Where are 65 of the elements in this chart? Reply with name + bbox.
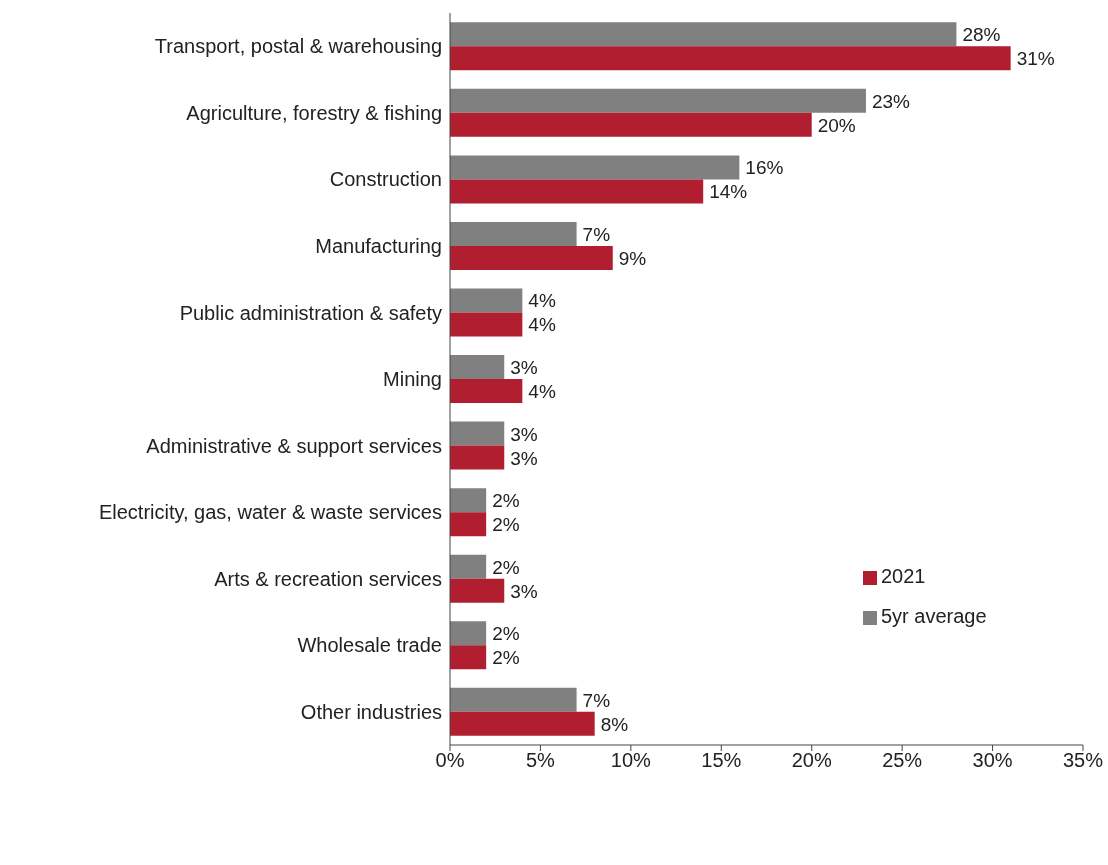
data-label: 16%: [745, 157, 784, 179]
x-tick-label: 15%: [701, 749, 742, 772]
data-label: 8%: [600, 713, 629, 735]
bar: [450, 179, 704, 204]
x-tick-label: 20%: [791, 749, 832, 772]
data-label: 14%: [709, 181, 748, 203]
data-label: 2%: [492, 556, 520, 578]
y-tick-label: Manufacturing: [315, 235, 442, 258]
bar: [450, 355, 505, 380]
bar: [450, 488, 487, 513]
legend-label: 5yr average: [881, 605, 987, 627]
y-tick-label: Other industries: [300, 700, 442, 723]
data-label: 28%: [962, 24, 1001, 46]
data-label: 2%: [492, 623, 520, 645]
x-tick-label: 30%: [972, 749, 1013, 772]
y-tick-label: Public administration & safety: [179, 301, 442, 324]
bar: [450, 88, 866, 113]
bar: [450, 112, 812, 137]
bar: [450, 421, 505, 446]
y-tick-label: Wholesale trade: [297, 634, 442, 657]
bar: [450, 379, 523, 404]
x-tick-label: 35%: [1062, 749, 1104, 772]
data-label: 4%: [528, 290, 556, 312]
bar: [450, 711, 595, 736]
x-tick-label: 0%: [435, 749, 465, 772]
data-label: 23%: [871, 90, 911, 112]
data-label: 3%: [510, 423, 538, 445]
bar: [450, 46, 1011, 71]
data-label: 4%: [528, 314, 556, 336]
bar: [450, 312, 523, 337]
bar: [450, 288, 523, 313]
data-label: 3%: [510, 447, 538, 469]
y-tick-label: Mining: [383, 368, 442, 391]
bar: [450, 245, 613, 270]
bar: [450, 621, 487, 646]
y-tick-label: Transport, postal & warehousing: [154, 35, 442, 58]
x-tick-label: 5%: [525, 749, 556, 772]
bar: [450, 512, 487, 537]
legend-label: 2021: [881, 565, 926, 587]
y-tick-label: Construction: [329, 168, 442, 191]
x-tick-label: 25%: [882, 749, 923, 772]
data-label: 3%: [510, 357, 538, 379]
bar: [450, 578, 505, 603]
y-tick-label: Arts & recreation services: [214, 567, 442, 590]
data-label: 9%: [618, 247, 647, 269]
x-tick-label: 10%: [610, 749, 652, 772]
bar: [450, 645, 487, 670]
bar: [450, 445, 505, 470]
data-label: 3%: [510, 580, 538, 602]
bar: [450, 554, 487, 579]
bar: [450, 155, 740, 180]
data-label: 4%: [528, 381, 556, 403]
data-label: 2%: [492, 514, 520, 536]
bar: [450, 687, 577, 712]
data-label: 20%: [817, 114, 856, 136]
y-tick-label: Agriculture, forestry & fishing: [186, 101, 442, 124]
y-tick-label: Administrative & support services: [146, 434, 442, 457]
data-label: 2%: [492, 490, 520, 512]
bar: [450, 22, 957, 47]
data-label: 2%: [492, 647, 520, 669]
data-label: 7%: [582, 223, 611, 245]
data-label: 31%: [1016, 48, 1055, 70]
data-label: 7%: [582, 689, 611, 711]
y-tick-label: Electricity, gas, water & waste services: [98, 501, 442, 524]
bar: [450, 221, 577, 246]
